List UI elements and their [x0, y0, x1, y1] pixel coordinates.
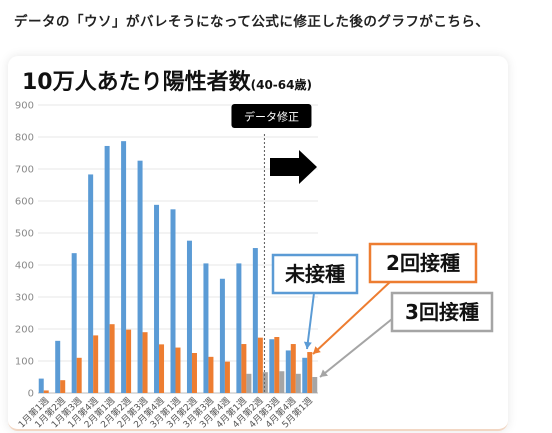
bar-2回接種	[93, 335, 99, 393]
bar-2回接種	[191, 353, 197, 393]
bar-未接種	[170, 209, 176, 393]
bar-2回接種	[142, 332, 148, 393]
revision-tag-label: データ修正	[244, 110, 299, 124]
legend-box	[368, 242, 478, 284]
y-tick-label: 800	[15, 133, 34, 144]
bar-2回接種	[159, 344, 165, 393]
legend-label: 3回接種	[405, 300, 479, 324]
bar-2回接種	[208, 356, 214, 393]
bar-3回接種	[312, 377, 318, 393]
legend-box	[271, 253, 359, 295]
bar-未接種	[219, 278, 225, 393]
bar-未接種	[154, 204, 160, 393]
bar-未接種	[88, 174, 94, 393]
legend-label: 2回接種	[386, 251, 460, 275]
bar-未接種	[203, 263, 209, 393]
y-tick-label: 700	[15, 165, 34, 176]
revision-tag	[231, 104, 312, 128]
bar-未接種	[55, 340, 61, 393]
chart-title: 10万人あたり陽性者数(40-64歳)	[22, 64, 312, 96]
bar-2回接種	[175, 347, 181, 393]
bar-2回接種	[43, 390, 49, 393]
bar-未接種	[71, 253, 77, 393]
chart-subtitle: (40-64歳)	[250, 78, 312, 92]
legend-pointer-line	[306, 292, 315, 350]
legend-pointer-arrowhead	[313, 346, 321, 354]
caption-text: データの「ウソ」がバレそうになって公式に修正した後のグラフがこちら、	[14, 14, 490, 30]
bar-3回接種	[262, 372, 268, 393]
y-tick-label: 400	[15, 261, 34, 272]
legend-pointer-arrowhead	[303, 341, 312, 349]
legend-pointer-line	[312, 281, 391, 355]
bar-未接種	[252, 248, 258, 393]
bar-未接種	[137, 160, 143, 393]
bar-2回接種	[307, 352, 313, 393]
bar-3回接種	[246, 373, 252, 393]
y-tick-label: 100	[15, 357, 34, 368]
y-tick-label: 900	[15, 101, 34, 112]
bar-2回接種	[109, 324, 115, 393]
bar-未接種	[236, 263, 242, 393]
bar-未接種	[38, 378, 44, 393]
bar-未接種	[285, 350, 291, 393]
bar-未接種	[302, 357, 308, 393]
legend-pointer-arrowhead	[320, 369, 328, 377]
bar-3回接種	[279, 371, 285, 393]
bar-未接種	[186, 240, 192, 393]
y-tick-label: 500	[15, 229, 34, 240]
y-tick-label: 200	[15, 325, 34, 336]
bar-未接種	[269, 339, 275, 393]
y-tick-label: 300	[15, 293, 34, 304]
bar-2回接種	[290, 344, 296, 393]
bar-2回接種	[60, 380, 66, 393]
bar-未接種	[121, 141, 127, 393]
bar-3回接種	[295, 373, 301, 393]
y-tick-label: 600	[15, 197, 34, 208]
bar-2回接種	[76, 357, 82, 393]
bar-2回接種	[126, 329, 132, 393]
bar-2回接種	[241, 344, 247, 393]
bar-2回接種	[274, 337, 280, 393]
arrow-right-icon	[270, 150, 317, 184]
chart-title-main: 10万人あたり陽性者数	[22, 70, 251, 95]
bar-未接種	[104, 145, 110, 393]
legend-pointer-line	[319, 318, 393, 378]
legend-label: 未接種	[285, 262, 345, 286]
y-tick-label: 0	[28, 389, 34, 400]
bar-2回接種	[257, 337, 263, 393]
bar-2回接種	[224, 361, 230, 393]
legend-box	[390, 291, 494, 333]
